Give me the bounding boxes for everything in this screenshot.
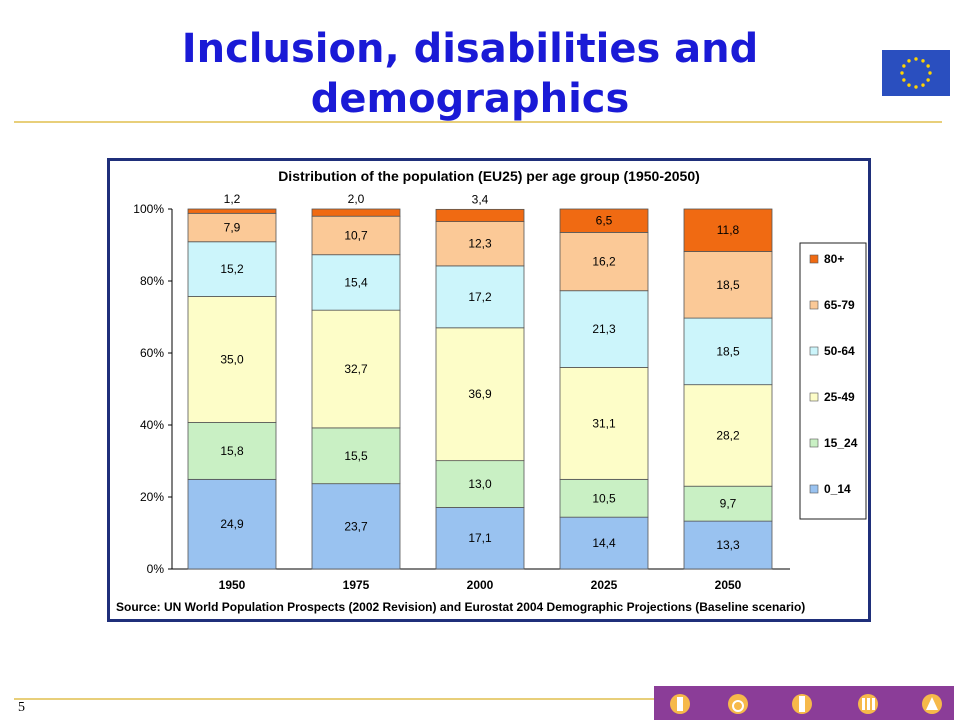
data-label: 18,5 xyxy=(716,278,740,292)
data-label: 32,7 xyxy=(344,362,368,376)
person-icon xyxy=(670,694,690,714)
data-label: 12,3 xyxy=(468,237,492,251)
footer-icon-strip xyxy=(654,686,954,720)
bar-segment xyxy=(559,232,649,292)
data-label: 7,9 xyxy=(224,221,241,235)
data-label: 1,2 xyxy=(224,192,241,206)
bar-segment xyxy=(559,366,649,480)
data-label: 2,0 xyxy=(348,192,365,206)
bar-segment xyxy=(311,309,401,429)
data-label: 36,9 xyxy=(468,387,492,401)
bar-segment xyxy=(187,208,277,214)
data-label: 10,5 xyxy=(592,491,616,505)
standing-person-icon xyxy=(792,694,812,714)
slide-title: Inclusion, disabilities and demographics xyxy=(181,26,759,122)
stacked-bar-chart: Distribution of the population (EU25) pe… xyxy=(116,168,867,614)
bar-segment xyxy=(311,254,401,311)
data-label: 16,2 xyxy=(592,255,616,269)
bar-segment xyxy=(435,460,525,508)
x-tick-label: 1975 xyxy=(343,578,370,592)
legend-label: 50-64 xyxy=(824,344,855,358)
legend-label: 15_24 xyxy=(824,436,858,450)
legend-swatch xyxy=(809,300,819,310)
data-label: 11,8 xyxy=(717,223,740,237)
data-label: 6,5 xyxy=(596,214,613,228)
legend-swatch xyxy=(809,484,819,494)
bar-segment xyxy=(683,208,773,252)
bar-segment xyxy=(187,478,277,570)
slide-number: 5 xyxy=(18,700,25,715)
legend-swatch xyxy=(809,392,819,402)
y-tick-label: 20% xyxy=(140,490,164,504)
bar-segment xyxy=(559,208,649,233)
y-tick-label: 100% xyxy=(133,202,164,216)
data-label: 14,4 xyxy=(592,536,616,550)
legend-label: 65-79 xyxy=(824,298,855,312)
legend-label: 80+ xyxy=(824,252,844,266)
bar-segment xyxy=(311,483,401,570)
x-tick-label: 2050 xyxy=(715,578,742,592)
data-label: 10,7 xyxy=(344,228,368,242)
legend-box xyxy=(799,242,867,520)
eu-flag-icon xyxy=(882,50,950,96)
bar-segment xyxy=(311,215,401,256)
bar-segment xyxy=(683,520,773,570)
y-tick-label: 40% xyxy=(140,418,164,432)
data-label: 15,5 xyxy=(344,449,368,463)
data-label: 3,4 xyxy=(472,192,489,206)
legend-swatch xyxy=(809,346,819,356)
y-tick-label: 80% xyxy=(140,274,164,288)
chart-frame: Distribution of the population (EU25) pe… xyxy=(107,158,871,622)
data-label: 15,8 xyxy=(220,444,244,458)
bar-segment xyxy=(683,485,773,522)
data-label: 28,2 xyxy=(716,428,740,442)
bar-segment xyxy=(559,290,649,368)
bar-segment xyxy=(187,212,277,243)
chart-title: Distribution of the population (EU25) pe… xyxy=(278,168,700,184)
bar-segment xyxy=(311,208,401,217)
chart-source: Source: UN World Population Prospects (2… xyxy=(116,600,805,614)
title-divider xyxy=(14,121,942,123)
x-tick-label: 2000 xyxy=(467,578,494,592)
bar-segment xyxy=(435,507,525,570)
data-label: 17,1 xyxy=(468,531,492,545)
bar-segment xyxy=(559,478,649,518)
legend-label: 0_14 xyxy=(824,482,851,496)
legend-swatch xyxy=(809,438,819,448)
legend-label: 25-49 xyxy=(824,390,855,404)
data-label: 15,4 xyxy=(344,275,368,289)
data-label: 18,5 xyxy=(716,344,740,358)
data-label: 31,1 xyxy=(592,416,616,430)
data-label: 21,3 xyxy=(592,322,616,336)
data-label: 35,0 xyxy=(220,352,244,366)
data-label: 15,2 xyxy=(220,262,244,276)
y-tick-label: 0% xyxy=(147,562,165,576)
data-label: 9,7 xyxy=(720,497,737,511)
bar-segment xyxy=(187,422,277,480)
y-tick-label: 60% xyxy=(140,346,164,360)
data-label: 17,2 xyxy=(468,290,492,304)
x-tick-label: 2025 xyxy=(591,578,618,592)
bar-segment xyxy=(683,384,773,487)
x-tick-label: 1950 xyxy=(219,578,246,592)
data-label: 24,9 xyxy=(220,517,244,531)
bar-segment xyxy=(435,208,525,223)
bar-segment xyxy=(187,241,277,297)
data-label: 13,3 xyxy=(716,538,740,552)
wheelchair-icon xyxy=(728,694,748,714)
bar-segment xyxy=(435,327,525,462)
data-label: 13,0 xyxy=(468,477,492,491)
data-label: 23,7 xyxy=(344,519,368,533)
family-icon xyxy=(858,694,878,714)
bar-segment xyxy=(683,317,773,386)
bar-segment xyxy=(187,296,277,423)
legend-swatch xyxy=(809,254,819,264)
bar-segment xyxy=(683,251,773,319)
elderly-icon xyxy=(922,694,942,714)
footer-divider xyxy=(14,698,654,700)
